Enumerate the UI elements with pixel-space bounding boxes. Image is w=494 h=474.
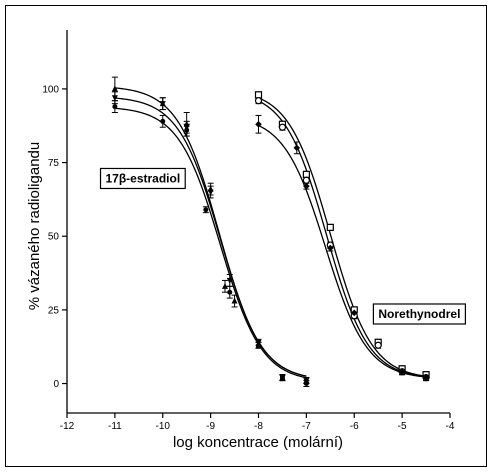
data-point-circle xyxy=(184,127,190,133)
data-point-circle xyxy=(112,104,118,110)
data-point-triangle-up xyxy=(221,282,228,289)
data-point-diamond xyxy=(350,309,358,317)
y-tick-label: 100 xyxy=(42,84,59,95)
tick-labels: -12 -11 -10 -9 -8 -7 -6 -5 -4 0 25 50 75 100 xyxy=(42,84,455,432)
data-point-circle xyxy=(227,289,233,295)
data-point-circle xyxy=(279,375,285,381)
annotation-text: Norethynodrel xyxy=(378,307,460,321)
figure-frame xyxy=(5,5,487,467)
data-point-diamond xyxy=(327,244,334,252)
data-point-open-circle xyxy=(374,341,382,349)
data-point-triangle-down xyxy=(111,95,118,102)
data-point-triangle-down xyxy=(226,277,233,284)
fit-curve xyxy=(114,87,307,377)
data-point-square xyxy=(326,223,334,231)
data-point-diamond xyxy=(255,120,262,128)
data-point-triangle-down xyxy=(159,101,166,108)
y-tick-label: 0 xyxy=(53,379,59,390)
data-point-triangle-up xyxy=(111,85,118,92)
data-point-circle xyxy=(303,381,309,387)
fit-curve xyxy=(114,107,307,379)
x-tick-label: -5 xyxy=(398,421,407,432)
y-axis-title: % vázaného radioligandu xyxy=(26,142,43,310)
data-point-triangle-down xyxy=(207,189,214,196)
y-tick-label: 25 xyxy=(48,305,60,316)
data-point-circle xyxy=(256,342,261,348)
fit-curve xyxy=(114,97,307,377)
data-point-open-circle xyxy=(254,97,263,105)
annotation-box xyxy=(99,167,186,190)
x-axis-title: log koncentrace (molární) xyxy=(173,434,343,451)
data-point-open-circle xyxy=(278,123,287,131)
x-tick-label: -12 xyxy=(60,421,75,432)
x-tick-label: -10 xyxy=(156,421,171,432)
x-tick-label: -6 xyxy=(350,421,359,432)
annotation-label: Norethynodrel xyxy=(372,303,466,325)
data-point-square xyxy=(302,170,310,178)
x-tick-label: -8 xyxy=(254,421,263,432)
y-tick-label: 50 xyxy=(48,232,60,243)
data-point-circle xyxy=(160,118,166,124)
data-point-circle xyxy=(203,207,209,213)
data-point-triangle-up xyxy=(231,297,238,304)
x-tick-label: -7 xyxy=(302,421,311,432)
data-point-diamond xyxy=(303,182,310,190)
axes xyxy=(62,30,451,418)
data-point-square xyxy=(254,91,263,99)
data-point-diamond xyxy=(293,144,301,152)
x-tick-label: -9 xyxy=(206,421,215,432)
x-tick-label: -11 xyxy=(108,421,122,432)
y-tick-label: 75 xyxy=(48,158,60,169)
annotation-label: 17β-estradiol xyxy=(99,167,186,190)
data-point-diamond xyxy=(422,374,430,381)
fit-curve xyxy=(258,100,427,378)
fitted-curves xyxy=(114,87,427,379)
fit-curve xyxy=(258,97,427,377)
annotation-box xyxy=(372,303,466,325)
data-point-diamond xyxy=(398,368,406,376)
fit-curve xyxy=(258,124,427,378)
data-point-open-circle xyxy=(302,176,310,184)
x-tick-label: -4 xyxy=(446,421,455,432)
annotation-text: 17β-estradiol xyxy=(106,171,181,185)
annotations: 17β-estradiol Norethynodrel xyxy=(99,167,466,325)
data-points xyxy=(111,85,430,387)
